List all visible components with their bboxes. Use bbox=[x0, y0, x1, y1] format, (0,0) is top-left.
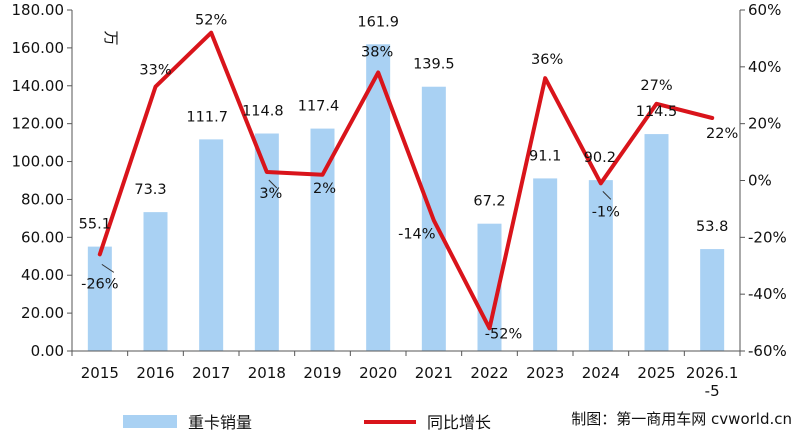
legend-bar-swatch bbox=[123, 415, 177, 428]
x-axis-tick-label: 2024 bbox=[582, 364, 620, 382]
line-point bbox=[154, 85, 157, 89]
line-point bbox=[543, 76, 547, 80]
left-axis-tick-label: 20.00 bbox=[21, 304, 64, 322]
bar-value-label: 139.5 bbox=[413, 57, 455, 73]
x-axis-tick-label: 2026.1 bbox=[686, 364, 739, 382]
bar bbox=[588, 180, 613, 351]
right-axis-tick-label: 0% bbox=[748, 172, 772, 190]
x-axis-tick-label: 2021 bbox=[415, 364, 453, 382]
label-leader-line bbox=[602, 190, 612, 200]
growth-value-label: 33% bbox=[139, 63, 171, 79]
bar-value-label: 90.2 bbox=[584, 150, 616, 166]
label-leader-line bbox=[268, 179, 278, 189]
left-axis-tick-label: 160.00 bbox=[12, 39, 65, 57]
growth-line bbox=[97, 30, 715, 331]
legend: 重卡销量 同比增长 bbox=[123, 413, 491, 432]
right-axis-tick-label: 20% bbox=[748, 115, 781, 133]
growth-value-label: -14% bbox=[398, 226, 435, 242]
legend-bar-label: 重卡销量 bbox=[188, 413, 252, 432]
line-point bbox=[655, 102, 658, 106]
growth-value-label: 22% bbox=[706, 126, 738, 142]
left-axis-tick-label: 40.00 bbox=[21, 266, 64, 284]
growth-value-label: 52% bbox=[195, 13, 227, 29]
line-point bbox=[265, 170, 269, 174]
x-axis-tick-label: 2020 bbox=[359, 364, 397, 382]
data-labels-layer: 55.1 73.3 111.7 114.8 117.4 161.9 139.5 67.2 91.… bbox=[79, 13, 739, 343]
left-axis-tick-label: 60.00 bbox=[21, 228, 64, 246]
x-axis-tick-label: 2023 bbox=[526, 364, 564, 382]
x-axis-tick-label: 2022 bbox=[470, 364, 508, 382]
legend-line-label: 同比增长 bbox=[427, 413, 491, 432]
right-axis-tick-label: 60% bbox=[748, 1, 781, 19]
bar bbox=[254, 133, 279, 351]
bar-value-label: 55.1 bbox=[79, 217, 111, 233]
growth-value-label: 36% bbox=[531, 52, 563, 68]
line-point bbox=[98, 252, 102, 256]
line-point bbox=[209, 31, 213, 35]
bars-layer bbox=[87, 44, 725, 352]
x-axis-tick-label: 2025 bbox=[637, 364, 675, 382]
x-axis-tick-label: 2016 bbox=[136, 364, 174, 382]
x-axis-tick-label: 2019 bbox=[303, 364, 341, 382]
chart-credit: 制图：第一商用车网 cvworld.cn bbox=[571, 410, 792, 428]
line-point bbox=[710, 116, 714, 120]
bar-value-label: 73.3 bbox=[134, 182, 166, 198]
growth-value-label: 27% bbox=[640, 78, 672, 94]
line-layer bbox=[97, 30, 715, 331]
line-point bbox=[321, 173, 324, 177]
left-axis-tick-label: 120.00 bbox=[12, 115, 65, 133]
bar-value-label: 114.5 bbox=[636, 104, 678, 120]
x-axis-tick-label: 2018 bbox=[248, 364, 286, 382]
line-point bbox=[376, 71, 380, 75]
bar bbox=[644, 134, 669, 351]
left-axis-tick-label: 100.00 bbox=[12, 153, 65, 171]
bar-value-label: 111.7 bbox=[186, 109, 228, 125]
x-axis-tick-label: 2017 bbox=[192, 364, 230, 382]
bar bbox=[700, 249, 725, 351]
bar bbox=[199, 139, 224, 351]
bar-value-label: 67.2 bbox=[473, 194, 505, 210]
right-axis-tick-label: -40% bbox=[748, 285, 787, 303]
bar-value-label: 114.8 bbox=[242, 104, 284, 120]
x-axis-tick-label: -5 bbox=[705, 382, 720, 400]
bar bbox=[533, 178, 558, 351]
bar-value-label: 91.1 bbox=[529, 148, 561, 164]
label-leader-line bbox=[101, 263, 115, 273]
right-axis-tick-label: 40% bbox=[748, 58, 781, 76]
line-point bbox=[599, 181, 603, 185]
growth-value-label: 38% bbox=[361, 45, 393, 61]
bar bbox=[143, 212, 168, 351]
growth-value-label: 3% bbox=[259, 186, 282, 202]
bar-value-label: 161.9 bbox=[357, 14, 399, 30]
growth-value-label: -1% bbox=[592, 204, 620, 220]
left-axis-unit: 万 bbox=[102, 30, 120, 45]
right-axis-tick-label: -20% bbox=[748, 228, 787, 246]
left-axis-tick-label: 180.00 bbox=[12, 1, 65, 19]
growth-value-label: 2% bbox=[313, 181, 336, 197]
x-axis-tick-label: 2015 bbox=[81, 364, 119, 382]
bar-value-label: 117.4 bbox=[298, 99, 340, 115]
line-point bbox=[432, 218, 436, 222]
bar-value-label: 53.8 bbox=[696, 219, 728, 235]
right-axis-tick-label: -60% bbox=[748, 342, 787, 360]
ticks-layer: 0.00 20.00 40.00 60.00 80.00 100.00 120.00 140.… bbox=[12, 1, 787, 400]
growth-value-label: -26% bbox=[81, 276, 118, 292]
left-axis-tick-label: 80.00 bbox=[21, 190, 64, 208]
left-axis-tick-label: 0.00 bbox=[31, 342, 64, 360]
left-axis-tick-label: 140.00 bbox=[12, 77, 65, 95]
growth-value-label: -52% bbox=[485, 326, 522, 342]
line-point bbox=[488, 326, 491, 330]
bar bbox=[87, 246, 112, 351]
axes-layer bbox=[71, 10, 741, 352]
bar bbox=[310, 128, 335, 351]
